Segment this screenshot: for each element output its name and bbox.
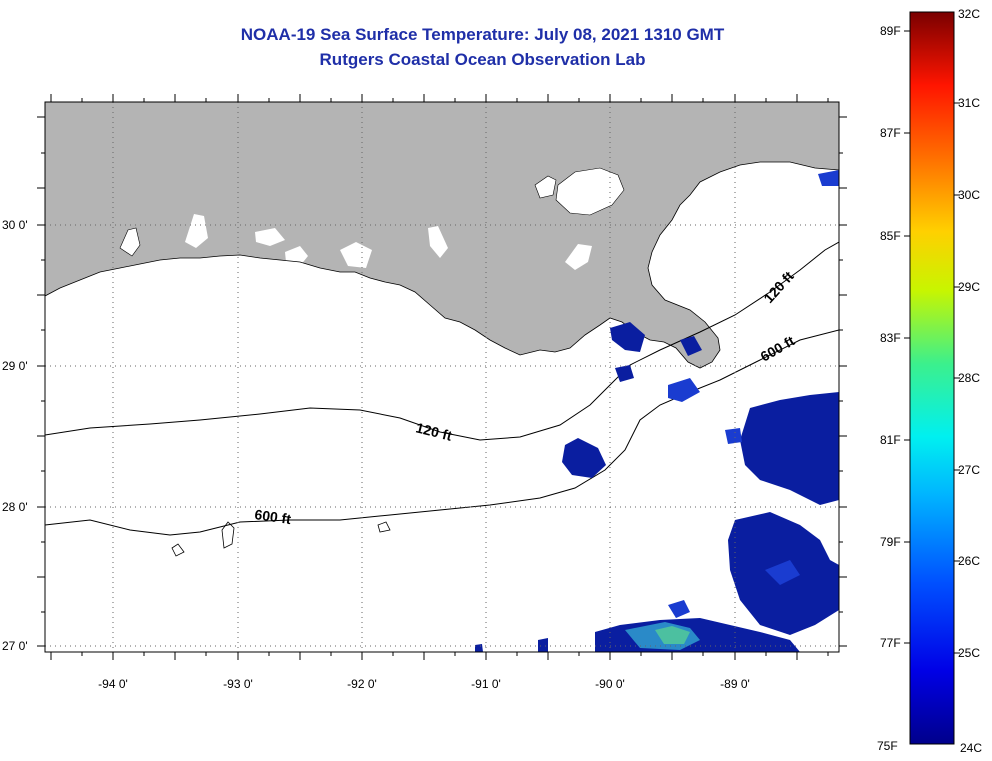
colorbar-gradient [909,11,955,745]
lat-label-28: 28 0' [2,500,28,514]
contour-600ft [45,329,839,536]
grand-lake [185,214,208,248]
axis-ticks [37,94,847,660]
colorbar-c-28: 28C [958,371,980,385]
map-subtitle: Rutgers Coastal Ocean Observation Lab [319,50,646,69]
lon-label-89: -89 0' [720,677,750,691]
colorbar-c-30: 30C [958,188,980,202]
colorbar-f-85: 85F [880,229,901,243]
colorbar-f-83: 83F [880,331,901,345]
atchafalaya-bay-lakes [428,226,448,258]
sst-data-patches [475,170,839,652]
lat-label-27: 27 0' [2,639,28,653]
colorbar-f-77: 77F [880,636,901,650]
colorbar-c-26: 26C [958,554,980,568]
lat-labels: 30 0' 29 0' 28 0' 27 0' [2,218,28,653]
colorbar-f-81: 81F [880,433,901,447]
contour-islands [171,521,391,557]
lon-label-94: -94 0' [98,677,128,691]
colorbar-ticks [904,30,960,654]
coastline [45,161,839,369]
lat-label-30: 30 0' [2,218,28,232]
lake-salvador [565,244,592,270]
colorbar-f-79: 79F [880,535,901,549]
map-frame [44,101,840,653]
colorbar-c-24: 24C [960,741,982,755]
lon-label-91: -91 0' [471,677,501,691]
map-title: NOAA-19 Sea Surface Temperature: July 08… [240,25,725,44]
lat-label-29: 29 0' [2,359,28,373]
contour-120ft-west [45,241,839,441]
colorbar-c-29: 29C [958,280,980,294]
lake-calcasieu [119,227,141,257]
colorbar: 89F 87F 85F 83F 81F 79F 77F 75F 32C 31C … [877,7,982,755]
colorbar-c-25: 25C [958,646,980,660]
lake-maurepas [534,175,557,199]
colorbar-f-87: 87F [880,126,901,140]
colorbar-c-27: 27C [958,463,980,477]
lon-label-92: -92 0' [347,677,377,691]
lon-label-93: -93 0' [223,677,253,691]
lake-pontchartrain [555,167,625,216]
contour-label-600ft-west: 600 ft [254,506,293,527]
grid-lines [45,102,839,652]
colorbar-c-32: 32C [958,7,980,21]
colorbar-c-31: 31C [958,96,980,110]
colorbar-f-89: 89F [880,24,901,38]
ms-sound-islands [694,200,712,222]
white-lake [255,228,285,246]
colorbar-f-75: 75F [877,739,898,753]
lon-labels: -94 0' -93 0' -92 0' -91 0' -90 0' -89 0… [98,677,750,691]
lon-label-90: -90 0' [595,677,625,691]
bayou-lake [340,242,372,268]
